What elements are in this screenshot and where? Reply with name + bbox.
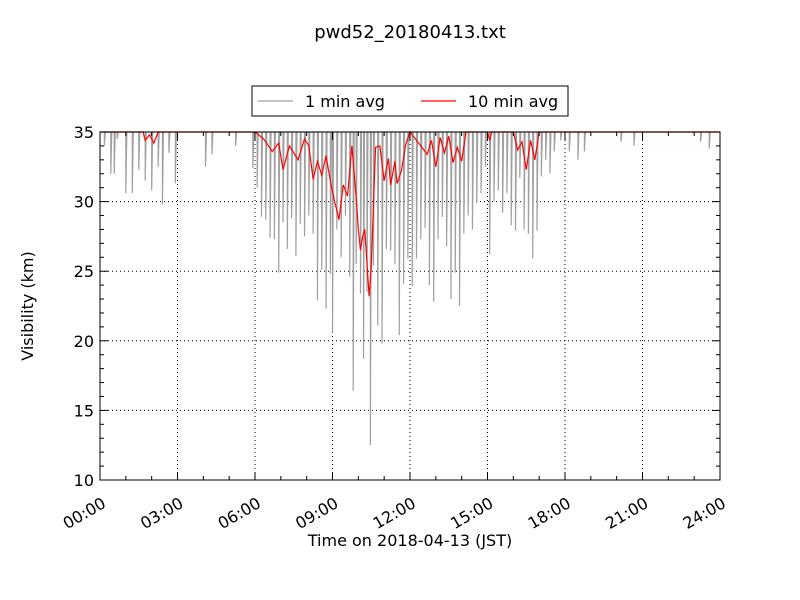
y-tick-label: 30 (74, 193, 94, 212)
x-axis-label: Time on 2018-04-13 (JST) (307, 531, 512, 550)
axis-ticks (99, 131, 721, 481)
y-axis-label: Visibility (km) (18, 251, 37, 360)
y-tick-label: 25 (74, 262, 94, 281)
y-tick-label: 20 (74, 332, 94, 351)
y-tick-label: 35 (74, 123, 94, 142)
legend-box (251, 85, 569, 117)
y-tick-label: 10 (74, 471, 94, 490)
y-tick-labels: 10 15 20 25 30 35 (74, 123, 94, 490)
legend: 1 min avg 10 min avg (251, 85, 569, 117)
legend-label-10min: 10 min avg (468, 92, 558, 111)
y-tick-label: 15 (74, 401, 94, 420)
chart-title: pwd52_20180413.txt (314, 22, 506, 43)
legend-label-1min: 1 min avg (305, 92, 385, 111)
grid (100, 132, 720, 480)
